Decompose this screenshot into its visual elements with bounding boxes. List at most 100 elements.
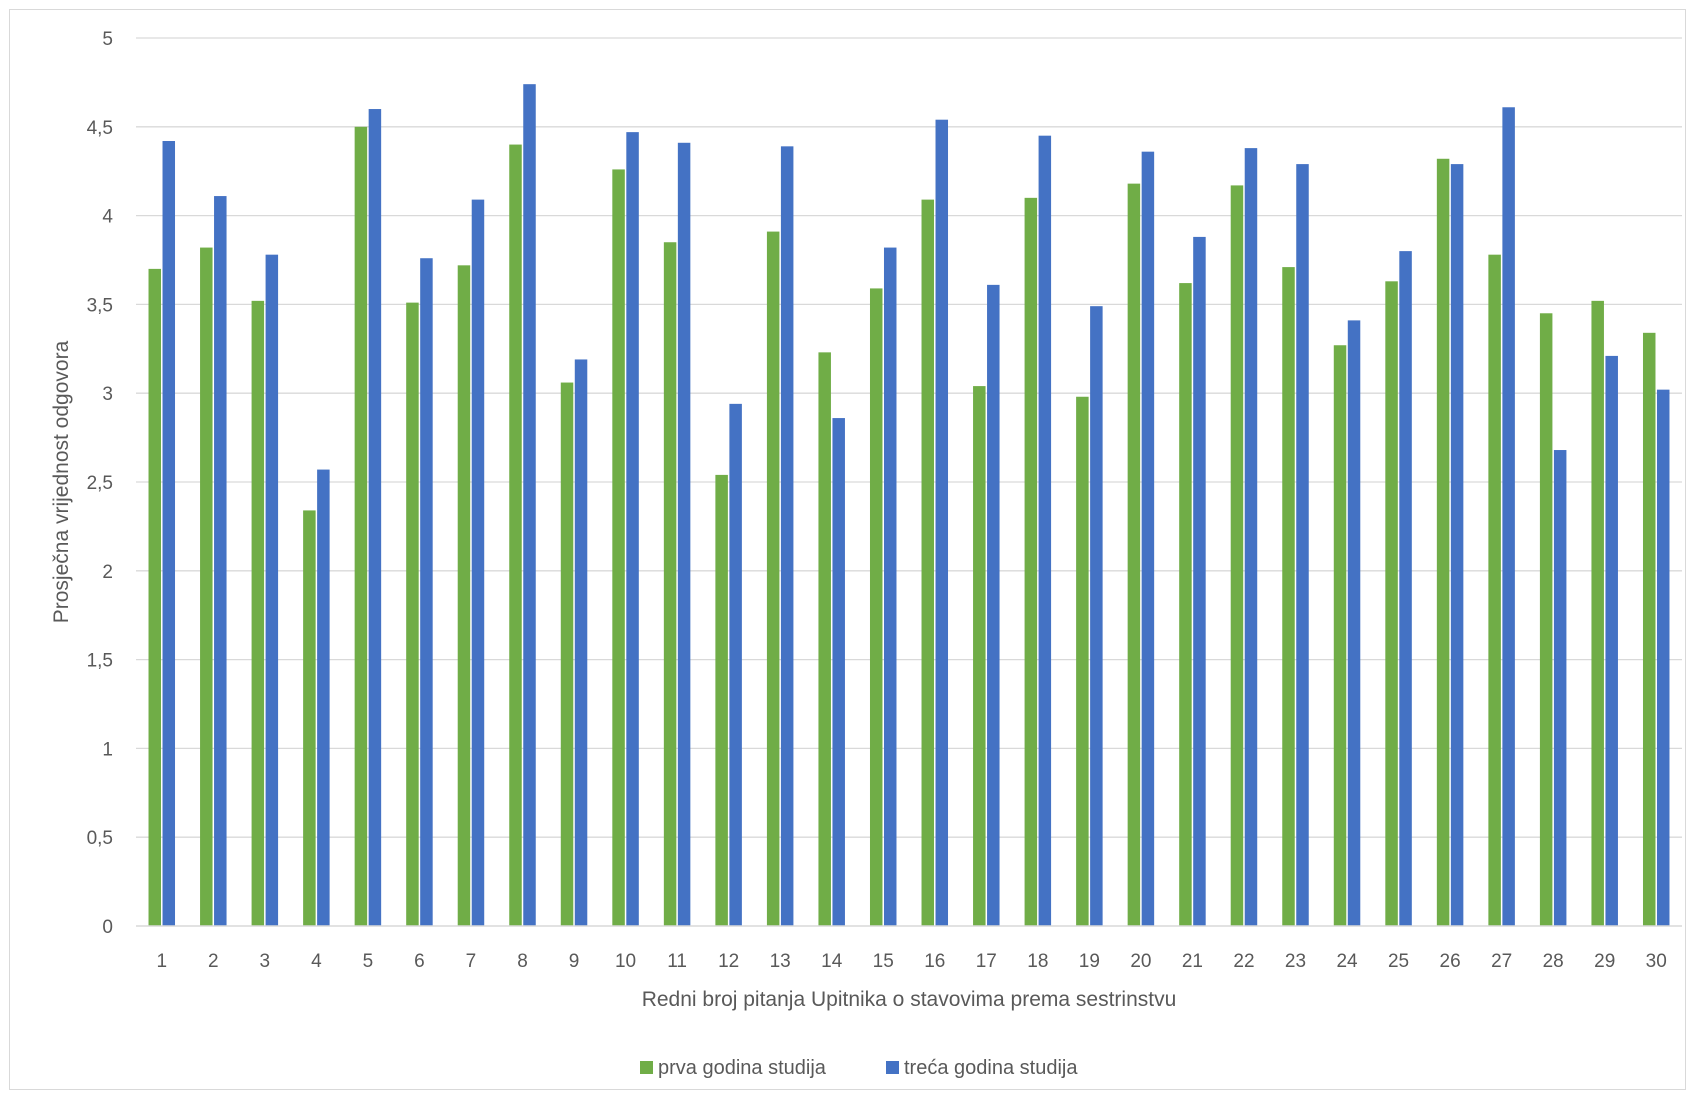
bar-treca-godina bbox=[1399, 251, 1412, 926]
y-tick-label: 4,5 bbox=[87, 118, 113, 139]
bar-treca-godina bbox=[626, 132, 639, 927]
x-tick-label: 21 bbox=[1182, 951, 1203, 972]
bar-prva-godina bbox=[148, 268, 162, 926]
y-tick-label: 0,5 bbox=[87, 828, 113, 849]
x-tick-label: 8 bbox=[517, 951, 528, 972]
x-tick-label: 30 bbox=[1646, 951, 1667, 972]
bar-prva-godina bbox=[818, 352, 831, 926]
bar-treca-godina bbox=[987, 284, 1000, 926]
bar-prva-godina bbox=[457, 265, 471, 926]
bar-treca-godina bbox=[832, 418, 845, 926]
y-tick-label: 5 bbox=[102, 29, 113, 50]
x-tick-label: 3 bbox=[260, 951, 271, 972]
bar-prva-godina bbox=[1076, 396, 1089, 926]
bar-prva-godina bbox=[354, 126, 368, 927]
y-tick-label: 4 bbox=[102, 207, 113, 228]
x-tick-label: 9 bbox=[569, 951, 580, 972]
x-tick-label: 22 bbox=[1233, 951, 1254, 972]
bar-treca-godina bbox=[317, 469, 330, 926]
bar-prva-godina bbox=[1642, 332, 1656, 926]
x-tick-label: 11 bbox=[667, 951, 687, 972]
y-tick-label: 3,5 bbox=[87, 295, 113, 316]
bar-treca-godina bbox=[729, 403, 742, 927]
bar-treca-godina bbox=[162, 141, 176, 926]
x-tick-label: 13 bbox=[770, 951, 791, 972]
chart-frame bbox=[9, 9, 1686, 1090]
y-tick-label: 2,5 bbox=[87, 473, 113, 494]
x-tick-label: 15 bbox=[873, 951, 894, 972]
bar-prva-godina bbox=[406, 302, 419, 926]
bar-prva-godina bbox=[303, 510, 316, 926]
bar-prva-godina bbox=[560, 382, 574, 926]
x-tick-label: 19 bbox=[1079, 951, 1100, 972]
bar-prva-godina bbox=[1024, 197, 1038, 927]
bar-treca-godina bbox=[1502, 107, 1515, 927]
bar-prva-godina bbox=[921, 199, 935, 927]
x-tick-label: 27 bbox=[1491, 951, 1512, 972]
x-tick-label: 4 bbox=[311, 951, 322, 972]
bar-treca-godina bbox=[1090, 306, 1103, 926]
bar-treca-godina bbox=[368, 109, 382, 927]
bars bbox=[148, 84, 1670, 927]
x-tick-label: 18 bbox=[1027, 951, 1048, 972]
x-tick-label: 16 bbox=[924, 951, 945, 972]
bar-prva-godina bbox=[1385, 281, 1398, 926]
bar-prva-godina bbox=[200, 247, 213, 926]
y-tick-label: 2 bbox=[102, 562, 113, 583]
y-axis-ticks: 0 0,5 1 1,5 2 2,5 3 3,5 4 4,5 5 bbox=[87, 29, 114, 938]
y-tick-label: 0 bbox=[102, 917, 113, 938]
x-tick-label: 23 bbox=[1285, 951, 1306, 972]
bar-treca-godina bbox=[1605, 355, 1618, 926]
gridlines bbox=[136, 37, 1682, 838]
bar-prva-godina bbox=[869, 288, 883, 926]
legend-label: treća godina studija bbox=[904, 1057, 1078, 1079]
bar-treca-godina bbox=[1244, 148, 1258, 926]
bar-treca-godina bbox=[1656, 389, 1670, 926]
x-tick-label: 7 bbox=[466, 951, 477, 972]
legend-swatch bbox=[640, 1061, 653, 1074]
bar-treca-godina bbox=[420, 258, 433, 926]
bar-prva-godina bbox=[509, 144, 522, 926]
x-tick-label: 2 bbox=[208, 951, 219, 972]
x-tick-label: 25 bbox=[1388, 951, 1409, 972]
bar-prva-godina bbox=[1436, 158, 1450, 926]
bar-prva-godina bbox=[973, 386, 986, 926]
bar-treca-godina bbox=[214, 196, 227, 927]
y-axis-title: Prosječna vrijednost odgovora bbox=[50, 340, 73, 623]
bar-treca-godina bbox=[523, 84, 536, 926]
bar-prva-godina bbox=[715, 474, 728, 926]
bar-prva-godina bbox=[1591, 300, 1604, 926]
x-tick-label: 17 bbox=[976, 951, 997, 972]
bar-treca-godina bbox=[1193, 236, 1206, 927]
legend: prva godina studija treća godina studija bbox=[640, 1057, 1078, 1079]
bar-treca-godina bbox=[1141, 151, 1155, 926]
bar-treca-godina bbox=[1038, 135, 1052, 926]
legend-label: prva godina studija bbox=[658, 1057, 827, 1079]
legend-swatch bbox=[886, 1061, 899, 1074]
x-tick-label: 10 bbox=[615, 951, 636, 972]
x-tick-label: 14 bbox=[821, 951, 843, 972]
bar-prva-godina bbox=[766, 231, 780, 927]
bar-prva-godina bbox=[663, 242, 677, 927]
y-tick-label: 1,5 bbox=[87, 651, 113, 672]
x-tick-label: 20 bbox=[1130, 951, 1151, 972]
bar-prva-godina bbox=[1539, 313, 1553, 926]
y-tick-label: 1 bbox=[102, 739, 113, 760]
x-tick-label: 6 bbox=[414, 951, 425, 972]
bar-prva-godina bbox=[1333, 345, 1347, 926]
x-tick-label: 24 bbox=[1336, 951, 1358, 972]
bar-prva-godina bbox=[612, 169, 625, 926]
x-tick-label: 26 bbox=[1440, 951, 1461, 972]
bar-prva-godina bbox=[251, 300, 265, 926]
bar-treca-godina bbox=[1296, 164, 1309, 926]
bar-prva-godina bbox=[1179, 283, 1192, 926]
bar-treca-godina bbox=[1553, 450, 1567, 926]
x-tick-label: 29 bbox=[1594, 951, 1615, 972]
y-tick-label: 3 bbox=[102, 384, 113, 405]
bar-treca-godina bbox=[677, 142, 691, 926]
bar-treca-godina bbox=[1450, 164, 1464, 926]
x-tick-label: 28 bbox=[1543, 951, 1564, 972]
bar-treca-godina bbox=[1347, 320, 1361, 926]
